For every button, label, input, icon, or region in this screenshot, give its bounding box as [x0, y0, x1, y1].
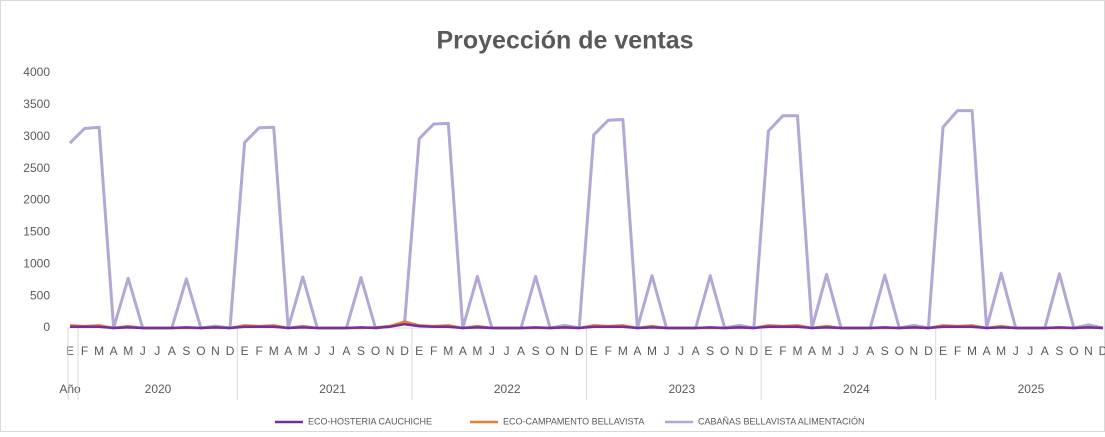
x-tick-label: A [866, 344, 874, 358]
x-tick-label: S [881, 344, 889, 358]
legend-label: ECO-HOSTERIA CAUCHICHE [308, 416, 432, 426]
x-tick-label: M [996, 344, 1006, 358]
x-tick-label: F [605, 344, 612, 358]
x-tick-label: O [720, 344, 729, 358]
x-tick-label: N [211, 344, 220, 358]
x-tick-label: A [284, 344, 292, 358]
x-tick-label: N [735, 344, 744, 358]
x-tick-label: M [472, 344, 482, 358]
year-label: 2020 [145, 382, 172, 396]
x-tick-label: E [764, 344, 772, 358]
y-tick-label: 2500 [23, 161, 50, 175]
x-tick-label: D [1099, 344, 1105, 358]
y-tick-label: 4000 [23, 65, 50, 79]
x-tick-label: J [678, 344, 684, 358]
y-tick-label: 3500 [23, 97, 50, 111]
series-line [70, 322, 1104, 330]
x-tick-label: A [342, 344, 350, 358]
year-label: 2023 [668, 382, 695, 396]
x-tick-label: F [255, 344, 262, 358]
x-tick-label: J [329, 344, 335, 358]
x-tick-label: M [618, 344, 628, 358]
x-tick-label: N [560, 344, 569, 358]
x-tick-label: A [517, 344, 525, 358]
y-tick-label: 1000 [23, 256, 50, 270]
x-tick-label: A [692, 344, 700, 358]
x-tick-label: E [415, 344, 423, 358]
x-tick-label: O [895, 344, 904, 358]
x-tick-label: J [1027, 344, 1033, 358]
x-tick-label: J [838, 344, 844, 358]
x-tick-label: J [503, 344, 509, 358]
y-tick-label: 3000 [23, 129, 50, 143]
x-tick-label: M [647, 344, 657, 358]
x-tick-label: D [749, 344, 758, 358]
x-tick-label: O [545, 344, 554, 358]
year-label: 2024 [843, 382, 870, 396]
x-tick-label: O [371, 344, 380, 358]
x-tick-label: E [66, 344, 74, 358]
year-label: 2021 [319, 382, 346, 396]
x-tick-label: J [154, 344, 160, 358]
axis-corner-label: Año [59, 382, 81, 396]
x-tick-label: E [241, 344, 249, 358]
x-tick-label: A [983, 344, 991, 358]
x-tick-label: M [269, 344, 279, 358]
x-tick-label: F [954, 344, 961, 358]
x-tick-label: S [706, 344, 714, 358]
x-tick-label: N [910, 344, 919, 358]
x-tick-label: A [1041, 344, 1049, 358]
x-tick-label: A [110, 344, 118, 358]
x-tick-label: O [196, 344, 205, 358]
x-tick-label: A [459, 344, 467, 358]
x-tick-label: M [822, 344, 832, 358]
x-tick-label: E [939, 344, 947, 358]
x-tick-label: E [590, 344, 598, 358]
x-tick-label: M [298, 344, 308, 358]
x-tick-label: M [94, 344, 104, 358]
x-tick-label: N [1084, 344, 1093, 358]
x-tick-label: F [81, 344, 88, 358]
x-tick-label: J [853, 344, 859, 358]
legend-label: CABAÑAS BELLAVISTA ALIMENTACIÓN [698, 416, 865, 426]
x-tick-label: S [182, 344, 190, 358]
x-tick-label: S [357, 344, 365, 358]
y-tick-label: 0 [43, 320, 50, 334]
x-tick-label: A [633, 344, 641, 358]
chart-title: Proyección de ventas [436, 27, 693, 55]
x-tick-label: J [664, 344, 670, 358]
x-tick-label: A [808, 344, 816, 358]
x-tick-label: O [1069, 344, 1078, 358]
x-tick-label: J [314, 344, 320, 358]
x-tick-label: D [575, 344, 584, 358]
x-tick-label: J [140, 344, 146, 358]
x-tick-label: M [123, 344, 133, 358]
y-tick-label: 1500 [23, 225, 50, 239]
x-tick-label: D [226, 344, 235, 358]
x-tick-label: M [443, 344, 453, 358]
x-tick-label: S [532, 344, 540, 358]
x-tick-label: M [967, 344, 977, 358]
y-tick-label: 2000 [23, 193, 50, 207]
x-tick-label: D [400, 344, 409, 358]
year-label: 2025 [1018, 382, 1045, 396]
y-tick-label: 500 [30, 288, 50, 302]
x-tick-label: F [779, 344, 786, 358]
x-tick-label: F [430, 344, 437, 358]
x-tick-label: D [924, 344, 933, 358]
x-tick-label: N [386, 344, 395, 358]
x-tick-label: A [168, 344, 176, 358]
x-tick-label: J [489, 344, 495, 358]
x-tick-label: S [1055, 344, 1063, 358]
x-tick-label: M [792, 344, 802, 358]
series-line [68, 109, 1104, 330]
legend-label: ECO-CAMPAMENTO BELLAVISTA [503, 416, 644, 426]
year-label: 2022 [494, 382, 521, 396]
x-tick-label: J [1013, 344, 1019, 358]
